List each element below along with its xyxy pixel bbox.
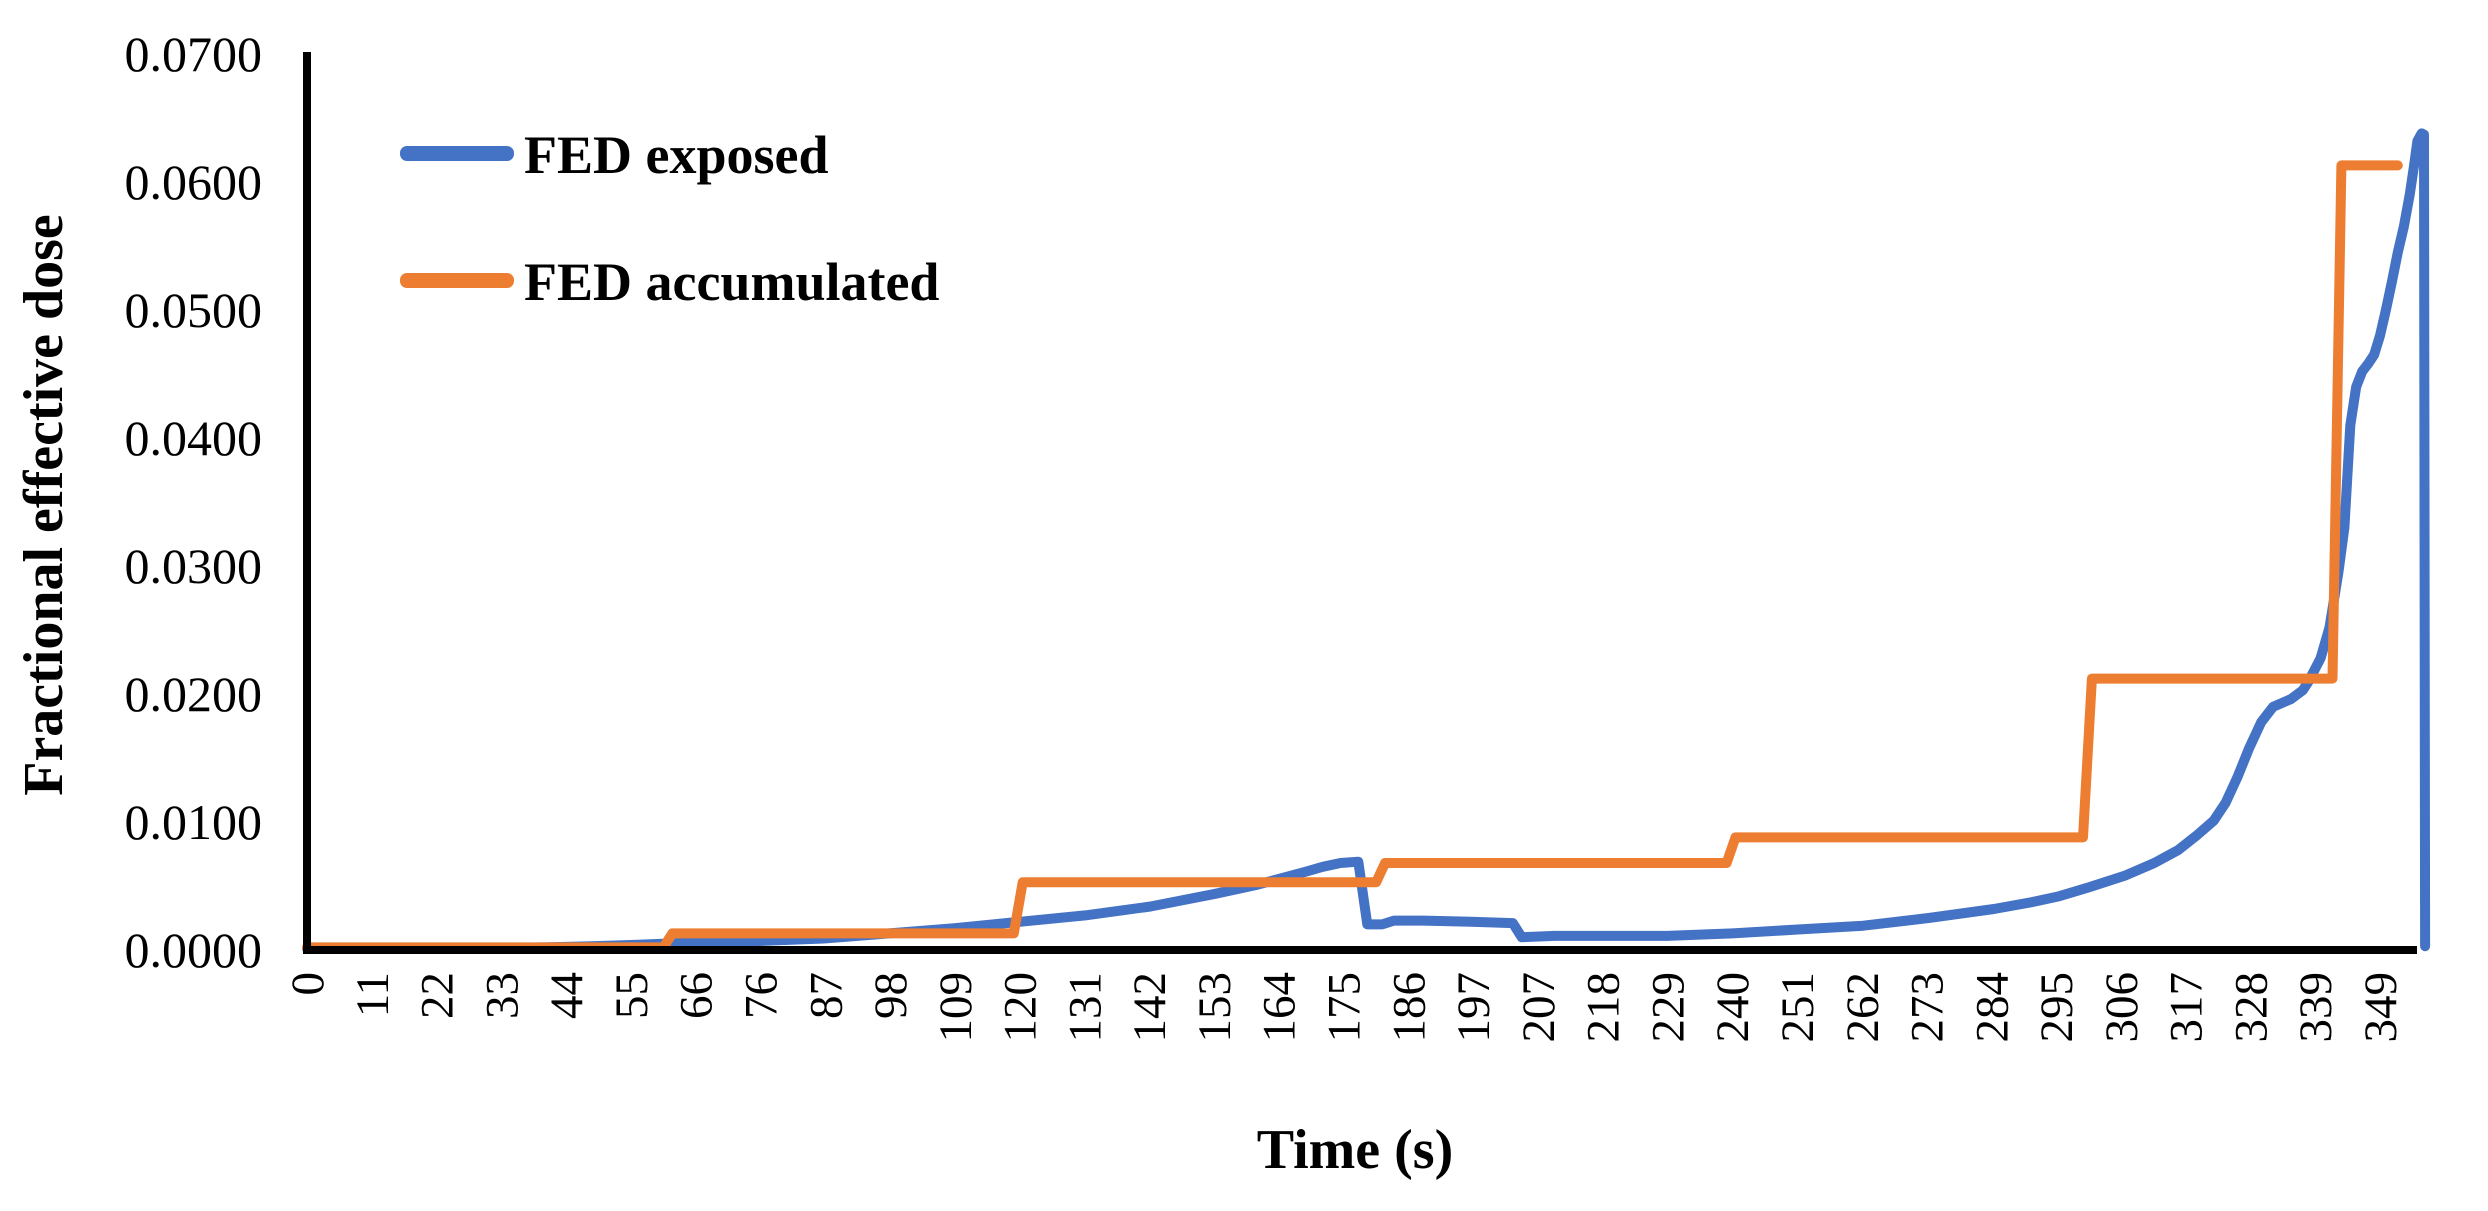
x-tick-label: 0 (282, 972, 334, 996)
x-tick-label: 317 (2161, 972, 2213, 1043)
x-tick-label: 306 (2096, 972, 2148, 1043)
x-tick-label: 120 (995, 972, 1047, 1043)
x-axis-tick-labels: 0 11 22 33 44 55 66 76 87 98 109 120 131 142 153 164 175… (282, 972, 2407, 1043)
fed-accumulated-legend-label: FED accumulated (524, 252, 939, 312)
fed-exposed-swatch (400, 146, 514, 161)
y-tick-label: 0.0700 (125, 26, 263, 82)
y-tick-label: 0.0500 (125, 282, 263, 338)
x-tick-label: 98 (865, 972, 917, 1019)
y-tick-label: 0.0300 (125, 538, 263, 594)
data-series-group (302, 128, 2431, 954)
x-tick-label: 339 (2290, 972, 2342, 1043)
x-tick-label: 284 (1966, 972, 2018, 1043)
x-tick-label: 328 (2225, 972, 2277, 1043)
y-tick-label: 0.0400 (125, 410, 263, 466)
fed-accumulated-line (302, 160, 2403, 953)
x-tick-label: 55 (606, 972, 658, 1019)
x-tick-label: 44 (541, 972, 593, 1019)
y-axis-title: Fractional effective dose (13, 214, 75, 796)
fed-accumulated-swatch (400, 273, 514, 288)
x-tick-label: 87 (800, 972, 852, 1019)
x-tick-label: 295 (2031, 972, 2083, 1043)
x-tick-label: 349 (2355, 972, 2407, 1043)
x-tick-label: 197 (1448, 972, 1500, 1043)
x-tick-label: 175 (1319, 972, 1371, 1043)
x-tick-label: 22 (412, 972, 464, 1019)
fed-exposed-line (302, 128, 2431, 954)
y-tick-label: 0.0200 (125, 666, 263, 722)
legend: FED exposed FED accumulated (400, 125, 939, 312)
x-tick-label: 262 (1837, 972, 1889, 1043)
x-tick-label: 186 (1383, 972, 1435, 1043)
x-tick-label: 142 (1124, 972, 1176, 1043)
x-tick-label: 164 (1254, 972, 1306, 1043)
x-axis-title: Time (s) (1257, 1119, 1454, 1181)
legend-item-fed-accumulated: FED accumulated (400, 252, 939, 312)
x-tick-label: 33 (476, 972, 528, 1019)
x-tick-label: 207 (1513, 972, 1565, 1043)
y-axis-tick-labels: 0.0000 0.0100 0.0200 0.0300 0.0400 0.0500 0.06… (125, 26, 263, 978)
x-tick-label: 131 (1059, 972, 1111, 1043)
y-tick-label: 0.0600 (125, 154, 263, 210)
x-tick-label: 153 (1189, 972, 1241, 1043)
x-tick-label: 109 (930, 972, 982, 1043)
x-tick-label: 251 (1772, 972, 1824, 1043)
y-tick-label: 0.0000 (125, 922, 263, 978)
x-tick-label: 229 (1642, 972, 1694, 1043)
y-tick-label: 0.0100 (125, 794, 263, 850)
x-tick-label: 273 (1902, 972, 1954, 1043)
legend-item-fed-exposed: FED exposed (400, 125, 829, 185)
x-tick-label: 11 (347, 972, 399, 1017)
fed-exposed-legend-label: FED exposed (524, 125, 829, 185)
x-tick-label: 240 (1707, 972, 1759, 1043)
x-tick-label: 76 (735, 972, 787, 1019)
x-tick-label: 218 (1578, 972, 1630, 1043)
x-tick-label: 66 (671, 972, 723, 1019)
